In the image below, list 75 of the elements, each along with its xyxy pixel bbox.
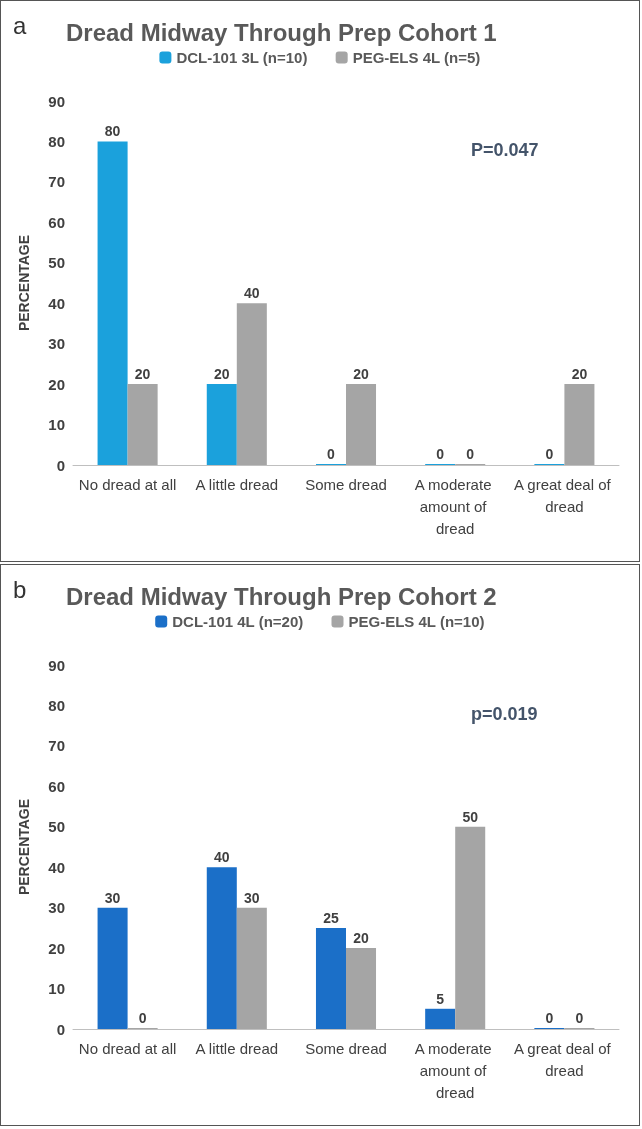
data-label: 20 (214, 366, 230, 383)
x-tick-label: Some dread (305, 475, 387, 493)
y-tick-label: 80 (48, 696, 65, 714)
y-tick-label: 60 (48, 213, 65, 231)
y-tick-label: 10 (48, 980, 65, 998)
x-tick-label: A moderate amount of dread (414, 475, 496, 537)
y-tick-label: 50 (48, 818, 65, 836)
data-label: 0 (138, 1010, 147, 1026)
y-tick-label: 20 (48, 939, 65, 957)
y-tick-label: 40 (48, 858, 65, 876)
y-tick-label: 0 (56, 1020, 65, 1038)
data-label: 40 (244, 285, 260, 302)
data-label: 25 (323, 909, 339, 926)
y-tick-label: 60 (48, 777, 65, 795)
data-label: 20 (134, 366, 151, 383)
data-label: 80 (104, 123, 121, 140)
x-tick-label: No dread at all (78, 1039, 177, 1057)
data-label: 20 (353, 366, 370, 383)
x-tick-label: A little dread (195, 1039, 279, 1057)
bar (97, 907, 128, 1029)
text: b (13, 575, 27, 603)
y-tick-label: 30 (48, 335, 65, 353)
bar (97, 141, 128, 465)
y-tick-label: 90 (48, 92, 65, 110)
bar (127, 384, 158, 465)
legend-label: DCL-101 4L (n=20) (172, 613, 304, 630)
data-label: 30 (104, 889, 121, 906)
legend-label: PEG-ELS 4L (n=5) (352, 49, 481, 66)
bar (346, 384, 377, 465)
legend-label: PEG-ELS 4L (n=10) (348, 613, 485, 630)
legend-label: DCL-101 3L (n=10) (176, 49, 308, 66)
y-tick-label: 10 (48, 416, 65, 434)
x-tick-label: A little dread (195, 475, 279, 493)
data-label: 0 (327, 446, 336, 462)
bar (236, 303, 267, 465)
annotation: p=0.019 (471, 704, 538, 724)
data-label: 0 (545, 1010, 554, 1026)
annotation: P=0.047 (471, 140, 539, 160)
data-label: 20 (571, 366, 588, 383)
bar (206, 384, 237, 465)
bar (206, 867, 237, 1029)
y-axis-title: PERCENTAGE (16, 798, 32, 896)
y-tick-label: 90 (48, 656, 65, 674)
data-label: 40 (214, 849, 230, 866)
bar (425, 1008, 456, 1029)
y-tick-label: 40 (48, 294, 65, 312)
y-tick-label: 80 (48, 132, 65, 150)
bar (346, 948, 377, 1029)
y-tick-label: 70 (48, 737, 65, 755)
y-tick-label: 0 (56, 456, 65, 474)
data-label: 0 (575, 1010, 584, 1026)
text: a (13, 11, 27, 39)
data-label: 0 (436, 446, 445, 462)
y-tick-label: 70 (48, 173, 65, 191)
bar (564, 384, 595, 465)
x-tick-label: A great deal of dread (513, 475, 615, 515)
chart-title: Dread Midway Through Prep Cohort 2 (66, 582, 497, 610)
data-label: 50 (462, 808, 479, 825)
x-tick-label: No dread at all (78, 475, 177, 493)
x-tick-label: A great deal of dread (513, 1039, 615, 1079)
bar (236, 907, 267, 1029)
y-tick-label: 20 (48, 375, 65, 393)
data-label: 20 (353, 930, 370, 947)
data-label: 5 (436, 990, 445, 1007)
bar (315, 927, 346, 1029)
y-axis-title: PERCENTAGE (16, 234, 32, 332)
x-tick-label: A moderate amount of dread (414, 1039, 496, 1101)
y-tick-label: 30 (48, 899, 65, 917)
data-label: 0 (466, 446, 475, 462)
bar (455, 826, 486, 1029)
y-tick-label: 50 (48, 254, 65, 272)
chart-title: Dread Midway Through Prep Cohort 1 (66, 18, 497, 46)
x-tick-label: Some dread (305, 1039, 387, 1057)
data-label: 30 (244, 889, 260, 906)
data-label: 0 (545, 446, 554, 462)
